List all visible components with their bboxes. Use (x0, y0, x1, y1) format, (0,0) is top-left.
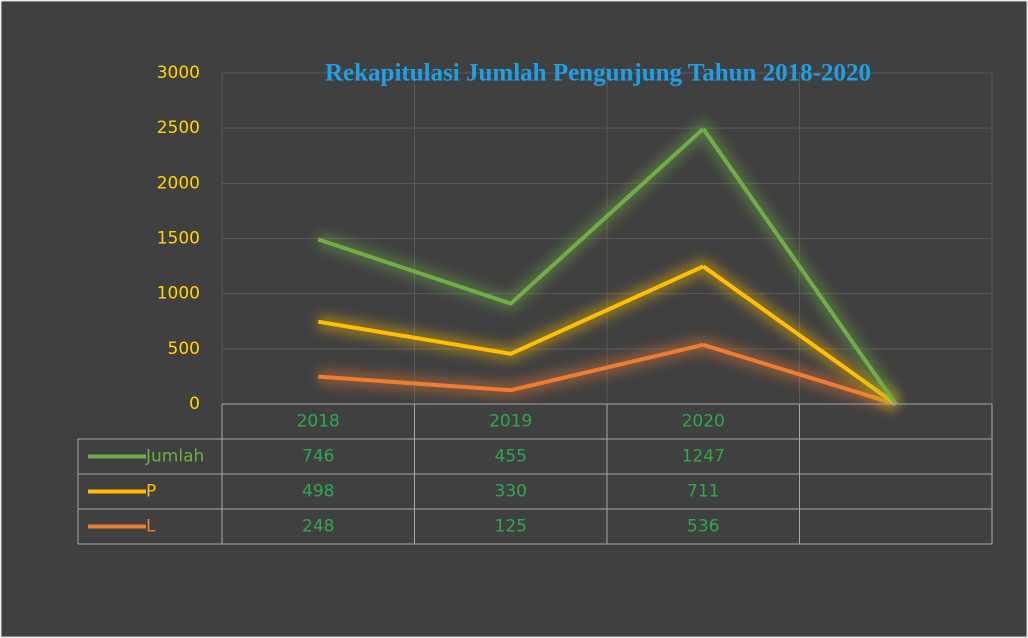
legend-label: P (146, 482, 156, 502)
table-value: 455 (495, 447, 527, 467)
empty-as-zero-segment (702, 264, 897, 406)
y-tick-label: 2500 (157, 118, 200, 138)
x-tick-label: 2020 (682, 412, 725, 432)
table-value: 746 (302, 447, 334, 467)
empty-as-zero-segment (701, 127, 898, 406)
y-tick-label: 1500 (157, 229, 200, 249)
x-tick-label: 2019 (489, 412, 532, 432)
y-tick-label: 2000 (157, 173, 200, 193)
table-value: 711 (687, 482, 719, 502)
table-value: 125 (495, 517, 527, 537)
y-tick-label: 3000 (157, 63, 200, 83)
table-value: 248 (302, 517, 334, 537)
legend-label: Jumlah (145, 447, 204, 467)
series-line (317, 264, 705, 356)
table-value: 536 (687, 517, 719, 537)
y-tick-label: 1000 (157, 284, 200, 304)
series-line (318, 342, 704, 393)
table-value: 498 (302, 482, 334, 502)
x-tick-label: 2018 (297, 412, 340, 432)
chart-title: Rekapitulasi Jumlah Pengunjung Tahun 201… (325, 60, 871, 87)
empty-as-zero-segment (702, 342, 897, 406)
y-tick-label: 500 (168, 339, 200, 359)
table-value: 330 (495, 482, 527, 502)
y-tick-label: 0 (189, 394, 200, 414)
legend-label: L (146, 517, 156, 537)
series-line (317, 127, 705, 306)
table-value: 1247 (682, 447, 725, 467)
